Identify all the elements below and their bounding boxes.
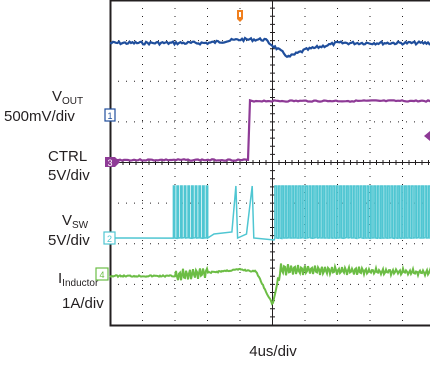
ch1-name-sub: OUT bbox=[62, 96, 83, 107]
ch4-name-sub: Inductor bbox=[62, 278, 99, 289]
ch3-scale: 5V/div bbox=[48, 167, 90, 184]
x-axis-label: 4us/div bbox=[249, 343, 297, 360]
ctrl-trace bbox=[109, 98, 430, 162]
ch2-name-main: V bbox=[62, 212, 72, 229]
ch4-scale: 1A/div bbox=[62, 295, 104, 312]
ch3-marker-id: 3 bbox=[107, 158, 112, 168]
trigger-marker-label: T bbox=[240, 3, 241, 5]
ch3-marker bbox=[105, 157, 120, 167]
ch2-scale: 5V/div bbox=[48, 232, 90, 249]
ch2-marker-id: 2 bbox=[107, 234, 112, 244]
ch4-marker bbox=[95, 267, 109, 281]
ch1-marker bbox=[104, 108, 116, 122]
ch2-marker bbox=[103, 231, 116, 245]
inductor-current-trace bbox=[109, 262, 430, 306]
ch4-level-marker bbox=[424, 131, 430, 141]
ch1-name: VOUT bbox=[52, 88, 83, 107]
ch3-name: CTRL bbox=[48, 148, 87, 165]
ch1-marker-id: 1 bbox=[107, 111, 112, 121]
vout-trace bbox=[109, 36, 430, 59]
traces bbox=[109, 36, 430, 306]
ch4-name-main: I bbox=[58, 270, 62, 287]
trigger-marker-tick bbox=[239, 12, 241, 17]
ch4-marker-id: 4 bbox=[99, 270, 104, 280]
ch2-name-sub: SW bbox=[72, 220, 89, 231]
vsw-trace bbox=[109, 185, 430, 241]
ch1-scale: 500mV/div bbox=[4, 108, 75, 125]
ch2-name: VSW bbox=[62, 212, 89, 231]
ch1-name-main: V bbox=[52, 88, 62, 105]
ch4-name: IInductor bbox=[58, 270, 99, 289]
